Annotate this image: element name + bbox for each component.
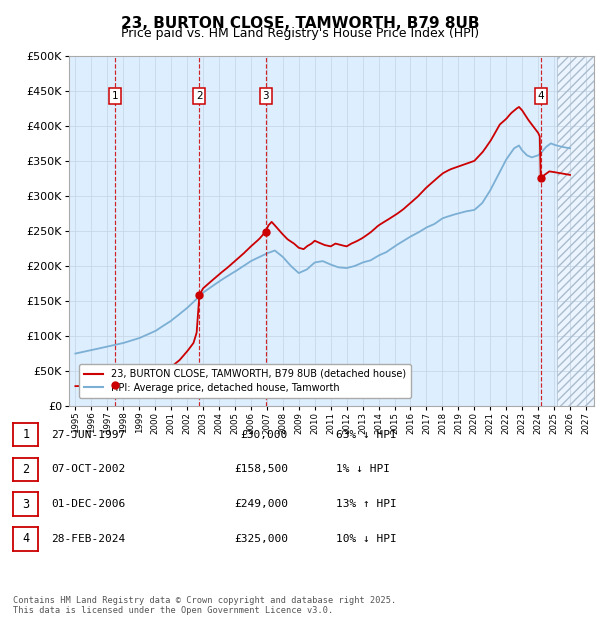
Text: 10% ↓ HPI: 10% ↓ HPI (336, 534, 397, 544)
Point (536, 174, 545, 184)
Point (261, 227, 271, 237)
Text: Price paid vs. HM Land Registry's House Price Index (HPI): Price paid vs. HM Land Registry's House … (121, 27, 479, 40)
Text: 4: 4 (22, 533, 29, 545)
Text: 3: 3 (22, 498, 29, 510)
Point (110, 380, 120, 390)
Text: £30,000: £30,000 (241, 430, 288, 440)
Text: £249,000: £249,000 (234, 499, 288, 509)
Text: Contains HM Land Registry data © Crown copyright and database right 2025.
This d: Contains HM Land Registry data © Crown c… (13, 596, 397, 615)
Text: 07-OCT-2002: 07-OCT-2002 (51, 464, 125, 474)
Text: 4: 4 (538, 91, 544, 101)
Point (194, 290, 204, 300)
Text: 13% ↑ HPI: 13% ↑ HPI (336, 499, 397, 509)
Text: 2: 2 (196, 91, 203, 101)
Legend: 23, BURTON CLOSE, TAMWORTH, B79 8UB (detached house), HPI: Average price, detach: 23, BURTON CLOSE, TAMWORTH, B79 8UB (det… (79, 364, 411, 398)
Text: 01-DEC-2006: 01-DEC-2006 (51, 499, 125, 509)
Bar (557, 56, 594, 406)
Text: 27-JUN-1997: 27-JUN-1997 (51, 430, 125, 440)
Text: 63% ↓ HPI: 63% ↓ HPI (336, 430, 397, 440)
Text: 2: 2 (22, 463, 29, 476)
Text: £325,000: £325,000 (234, 534, 288, 544)
Text: 28-FEB-2024: 28-FEB-2024 (51, 534, 125, 544)
Text: 1: 1 (22, 428, 29, 441)
Text: 1: 1 (112, 91, 118, 101)
Text: 23, BURTON CLOSE, TAMWORTH, B79 8UB: 23, BURTON CLOSE, TAMWORTH, B79 8UB (121, 16, 479, 30)
Text: 3: 3 (262, 91, 269, 101)
Text: 1% ↓ HPI: 1% ↓ HPI (336, 464, 390, 474)
Bar (557, 56, 594, 406)
Text: £158,500: £158,500 (234, 464, 288, 474)
